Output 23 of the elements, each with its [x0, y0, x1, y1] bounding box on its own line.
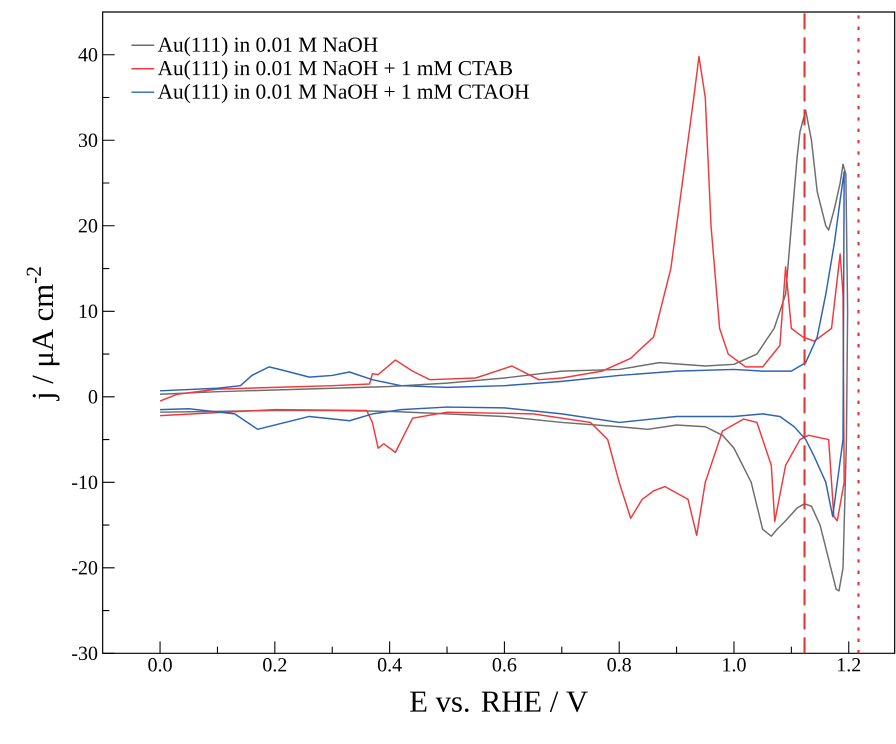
y-tick-label: 10	[80, 304, 98, 318]
y-tick-label: 30	[78, 134, 98, 148]
y-tick-label: 20	[78, 219, 98, 233]
x-tick-label: 0.6	[492, 658, 516, 672]
y-axis-title: j / μA cm$^{-2}$	[26, 267, 60, 401]
line-series	[159, 171, 845, 518]
line-series	[159, 56, 845, 536]
y-tick-label: -10	[72, 476, 98, 490]
line-series	[159, 110, 848, 592]
y-tick-label: 0	[88, 390, 98, 404]
x-tick-label: 1.0	[723, 658, 746, 672]
x-tick-label: 0.2	[263, 658, 286, 672]
y-tick-label: -20	[72, 561, 98, 575]
x-tick-label: 0.0	[148, 658, 172, 672]
x-tick-label: 1.2	[838, 658, 860, 672]
x-axis-title: E vs. RHE / V	[410, 691, 588, 712]
y-tick-label: 40	[78, 48, 98, 62]
legend-label: Au(111) in 0.01 M NaOH + 1 mM CTAOH	[158, 84, 529, 104]
x-tick-label: 0.8	[607, 658, 631, 672]
x-tick-label: 0.4	[378, 658, 402, 672]
y-tick-label: -30	[72, 646, 98, 660]
legend-label: Au(111) in 0.01 M NaOH + 1 mM CTAB	[158, 60, 512, 80]
legend-label: Au(111) in 0.01 M NaOH	[158, 36, 378, 56]
